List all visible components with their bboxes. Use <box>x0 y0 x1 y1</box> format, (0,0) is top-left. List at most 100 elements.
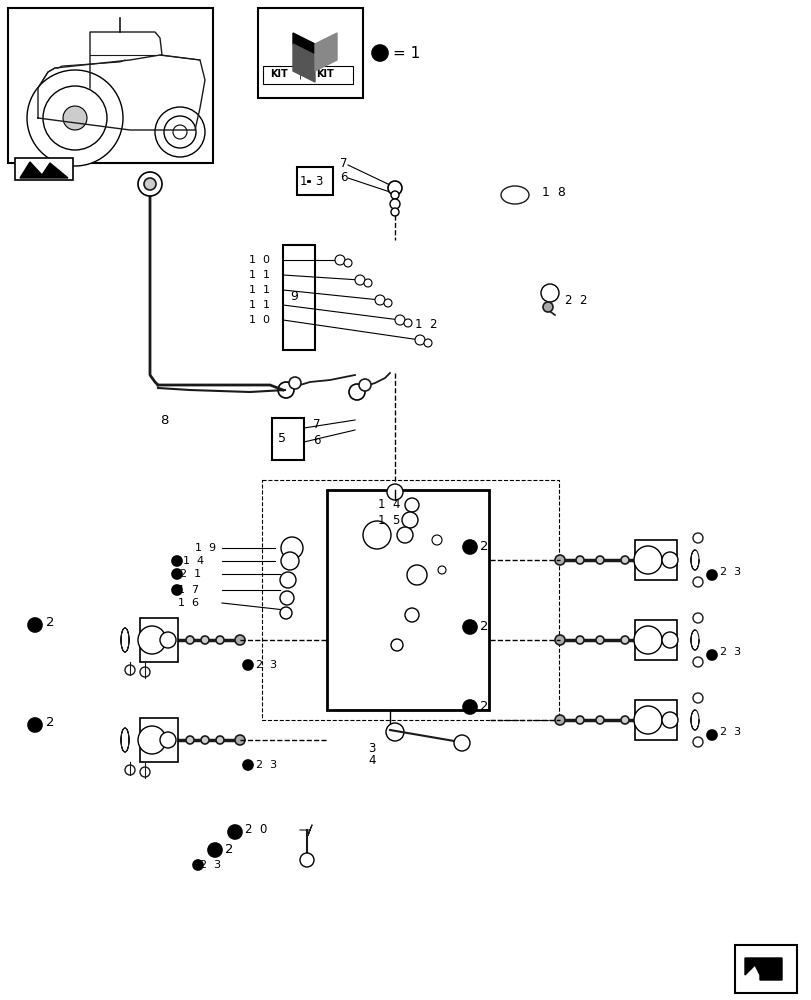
Ellipse shape <box>500 186 528 204</box>
Text: 2  3: 2 3 <box>719 647 740 657</box>
Text: 2  3: 2 3 <box>255 760 277 770</box>
Circle shape <box>706 730 716 740</box>
Bar <box>297 167 333 195</box>
Circle shape <box>155 107 204 157</box>
Circle shape <box>349 384 365 400</box>
Circle shape <box>706 650 716 660</box>
Circle shape <box>160 732 176 748</box>
Circle shape <box>388 181 401 195</box>
Circle shape <box>228 825 242 839</box>
Text: 2  3: 2 3 <box>255 660 277 670</box>
Circle shape <box>405 498 418 512</box>
Polygon shape <box>293 44 315 82</box>
Text: 3: 3 <box>315 175 322 188</box>
Text: 2  3: 2 3 <box>719 727 740 737</box>
Polygon shape <box>293 33 315 55</box>
Bar <box>283 245 315 350</box>
Circle shape <box>43 86 107 150</box>
Bar <box>262 480 558 720</box>
Circle shape <box>554 555 564 565</box>
Text: 2  2: 2 2 <box>564 294 587 306</box>
Circle shape <box>335 255 345 265</box>
Circle shape <box>242 760 253 770</box>
Circle shape <box>172 569 182 579</box>
Text: 2: 2 <box>46 716 54 730</box>
Text: 1  1: 1 1 <box>249 300 270 310</box>
Circle shape <box>358 379 371 391</box>
Polygon shape <box>744 958 781 980</box>
Circle shape <box>405 608 418 622</box>
Text: 1  7: 1 7 <box>178 585 199 595</box>
Text: 3: 3 <box>367 742 375 754</box>
Polygon shape <box>315 33 337 71</box>
Text: 1  4: 1 4 <box>182 556 204 566</box>
Circle shape <box>289 377 301 389</box>
Circle shape <box>234 635 245 645</box>
Circle shape <box>280 572 296 588</box>
Circle shape <box>575 636 583 644</box>
Text: 2  3: 2 3 <box>719 567 740 577</box>
Circle shape <box>385 723 404 741</box>
Text: 2: 2 <box>46 616 54 630</box>
Circle shape <box>437 566 445 574</box>
Circle shape <box>299 853 314 867</box>
Circle shape <box>692 577 702 587</box>
Circle shape <box>620 636 629 644</box>
Circle shape <box>371 45 388 61</box>
Text: 2  1: 2 1 <box>180 569 201 579</box>
Bar <box>258 8 363 98</box>
Bar <box>327 490 488 710</box>
Text: 2  3: 2 3 <box>200 860 221 870</box>
Circle shape <box>172 556 182 566</box>
Circle shape <box>242 660 253 670</box>
Text: KIT: KIT <box>270 69 287 79</box>
Text: |: | <box>298 69 301 79</box>
Text: = 1: = 1 <box>393 46 420 61</box>
Circle shape <box>633 626 661 654</box>
Circle shape <box>423 339 431 347</box>
Circle shape <box>28 618 42 632</box>
Circle shape <box>384 299 392 307</box>
Circle shape <box>692 533 702 543</box>
Circle shape <box>431 535 441 545</box>
Text: 2  0: 2 0 <box>245 823 267 836</box>
Circle shape <box>397 527 413 543</box>
Circle shape <box>201 636 208 644</box>
Circle shape <box>173 125 187 139</box>
Circle shape <box>344 259 351 267</box>
Text: 1  8: 1 8 <box>541 186 565 200</box>
Circle shape <box>144 178 156 190</box>
Circle shape <box>462 540 476 554</box>
Circle shape <box>554 715 564 725</box>
Circle shape <box>706 570 716 580</box>
Text: 1  6: 1 6 <box>178 598 199 608</box>
Text: 8: 8 <box>160 414 168 426</box>
Circle shape <box>595 716 603 724</box>
Circle shape <box>186 636 194 644</box>
Circle shape <box>692 693 702 703</box>
Circle shape <box>575 556 583 564</box>
Text: 7: 7 <box>340 157 347 170</box>
Circle shape <box>406 565 427 585</box>
Text: 1  5: 1 5 <box>378 514 400 526</box>
Text: 2: 2 <box>479 700 488 714</box>
Bar <box>634 540 676 580</box>
Circle shape <box>375 295 384 305</box>
Circle shape <box>27 70 122 166</box>
Circle shape <box>595 556 603 564</box>
Circle shape <box>138 626 165 654</box>
Text: 9: 9 <box>290 290 298 304</box>
Circle shape <box>281 552 298 570</box>
Circle shape <box>363 279 371 287</box>
Circle shape <box>391 208 398 216</box>
Circle shape <box>692 613 702 623</box>
Circle shape <box>394 315 405 325</box>
Circle shape <box>28 718 42 732</box>
Circle shape <box>504 190 514 200</box>
Circle shape <box>387 484 402 500</box>
Circle shape <box>620 556 629 564</box>
Circle shape <box>186 736 194 744</box>
Circle shape <box>363 521 391 549</box>
Text: 1  1: 1 1 <box>249 270 270 280</box>
Text: 2: 2 <box>225 843 234 856</box>
